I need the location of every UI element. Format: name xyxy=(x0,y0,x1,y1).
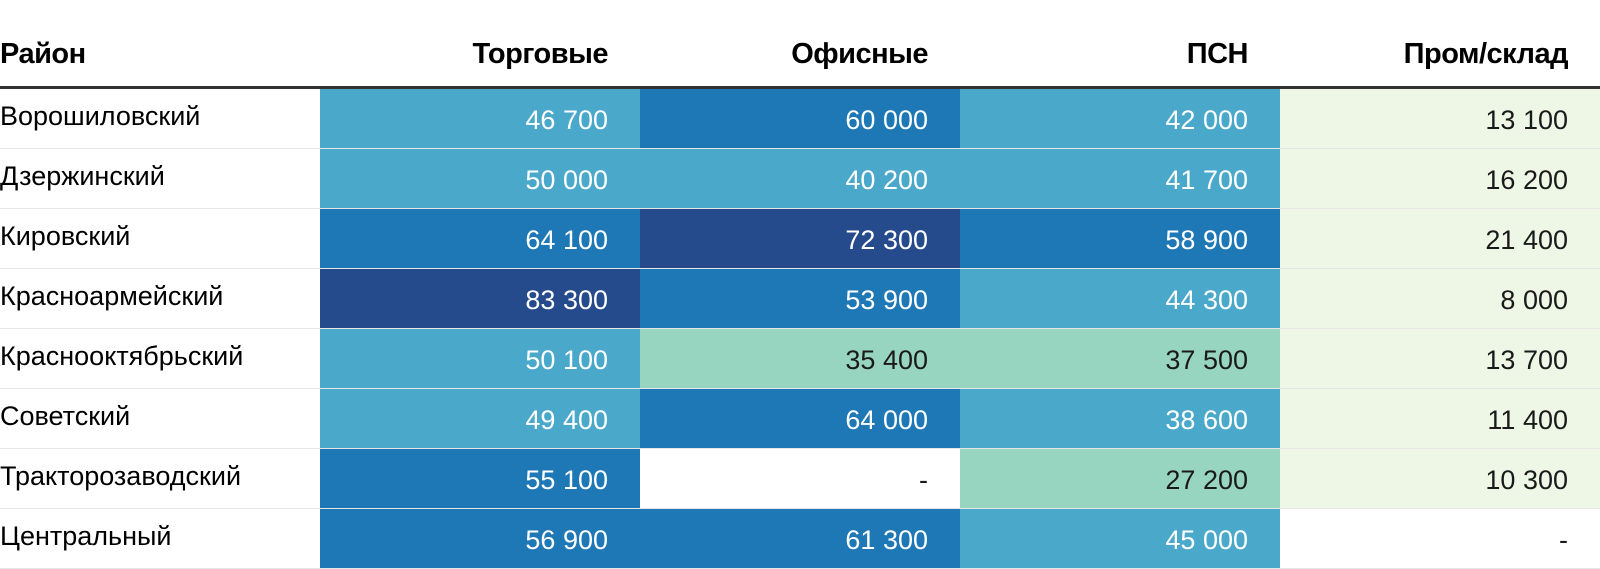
table-row: Краснооктябрьский 50 100 35 400 37 500 13 70… xyxy=(0,328,1600,389)
heatmap-value-cell: 40 200 xyxy=(640,148,960,209)
heatmap-value-cell: 27 200 xyxy=(960,448,1280,509)
table-row: Тракторозаводский 55 100-27 200 10 300 xyxy=(0,448,1600,509)
heatmap-value-cell: 50 100 xyxy=(320,328,640,389)
header-row: Район Торговые Офисные ПСН Пром/склад xyxy=(0,22,1600,89)
heatmap-value-cell: 13 700 xyxy=(1280,328,1600,389)
column-header-psn: ПСН xyxy=(960,22,1280,89)
table-header: Район Торговые Офисные ПСН Пром/склад xyxy=(0,22,1600,89)
table-body: Ворошиловский 46 700 60 000 42 000 13 100 Дзе… xyxy=(0,87,1600,569)
heatmap-value-cell: 44 300 xyxy=(960,268,1280,329)
heatmap-value-cell: 45 000 xyxy=(960,508,1280,569)
table-row: Красноармейский 83 300 53 900 44 300 8 000 xyxy=(0,268,1600,329)
heatmap-value-cell: 56 900 xyxy=(320,508,640,569)
heatmap-value-cell: 37 500 xyxy=(960,328,1280,389)
heatmap-value-cell: 60 000 xyxy=(640,87,960,149)
heatmap-value-cell: 8 000 xyxy=(1280,268,1600,329)
heatmap-value-cell: 46 700 xyxy=(320,87,640,149)
heatmap-value-cell: 42 000 xyxy=(960,87,1280,149)
district-name-cell: Ворошиловский xyxy=(0,87,320,149)
table-row: Дзержинский 50 000 40 200 41 700 16 200 xyxy=(0,148,1600,209)
heatmap-value-cell: 10 300 xyxy=(1280,448,1600,509)
heatmap-value-cell: 13 100 xyxy=(1280,87,1600,149)
table-row: Центральный 56 900 61 300 45 000- xyxy=(0,508,1600,569)
table-row: Кировский 64 100 72 300 58 900 21 400 xyxy=(0,208,1600,269)
heatmap-value-cell: - xyxy=(1280,508,1600,569)
heatmap-value-cell: 83 300 xyxy=(320,268,640,329)
heatmap-value-cell: 61 300 xyxy=(640,508,960,569)
column-header-district: Район xyxy=(0,22,320,89)
column-header-office: Офисные xyxy=(640,22,960,89)
heatmap-table: Район Торговые Офисные ПСН Пром/склад Во… xyxy=(0,22,1600,569)
heatmap-value-cell: 58 900 xyxy=(960,208,1280,269)
heatmap-value-cell: 53 900 xyxy=(640,268,960,329)
heatmap-value-cell: 64 100 xyxy=(320,208,640,269)
district-name-cell: Тракторозаводский xyxy=(0,448,320,509)
column-header-industrial-warehouse: Пром/склад xyxy=(1280,22,1600,89)
heatmap-value-cell: 49 400 xyxy=(320,388,640,449)
heatmap-value-cell: - xyxy=(640,448,960,509)
district-name-cell: Краснооктябрьский xyxy=(0,328,320,389)
heatmap-value-cell: 16 200 xyxy=(1280,148,1600,209)
heatmap-table-container: Район Торговые Офисные ПСН Пром/склад Во… xyxy=(0,22,1600,569)
heatmap-value-cell: 55 100 xyxy=(320,448,640,509)
column-header-retail: Торговые xyxy=(320,22,640,89)
heatmap-value-cell: 38 600 xyxy=(960,388,1280,449)
heatmap-value-cell: 72 300 xyxy=(640,208,960,269)
district-name-cell: Кировский xyxy=(0,208,320,269)
heatmap-value-cell: 41 700 xyxy=(960,148,1280,209)
table-row: Советский 49 400 64 000 38 600 11 400 xyxy=(0,388,1600,449)
heatmap-value-cell: 35 400 xyxy=(640,328,960,389)
heatmap-value-cell: 50 000 xyxy=(320,148,640,209)
district-name-cell: Советский xyxy=(0,388,320,449)
heatmap-value-cell: 11 400 xyxy=(1280,388,1600,449)
table-row: Ворошиловский 46 700 60 000 42 000 13 100 xyxy=(0,87,1600,149)
district-name-cell: Дзержинский xyxy=(0,148,320,209)
district-name-cell: Красноармейский xyxy=(0,268,320,329)
heatmap-value-cell: 64 000 xyxy=(640,388,960,449)
heatmap-value-cell: 21 400 xyxy=(1280,208,1600,269)
district-name-cell: Центральный xyxy=(0,508,320,569)
